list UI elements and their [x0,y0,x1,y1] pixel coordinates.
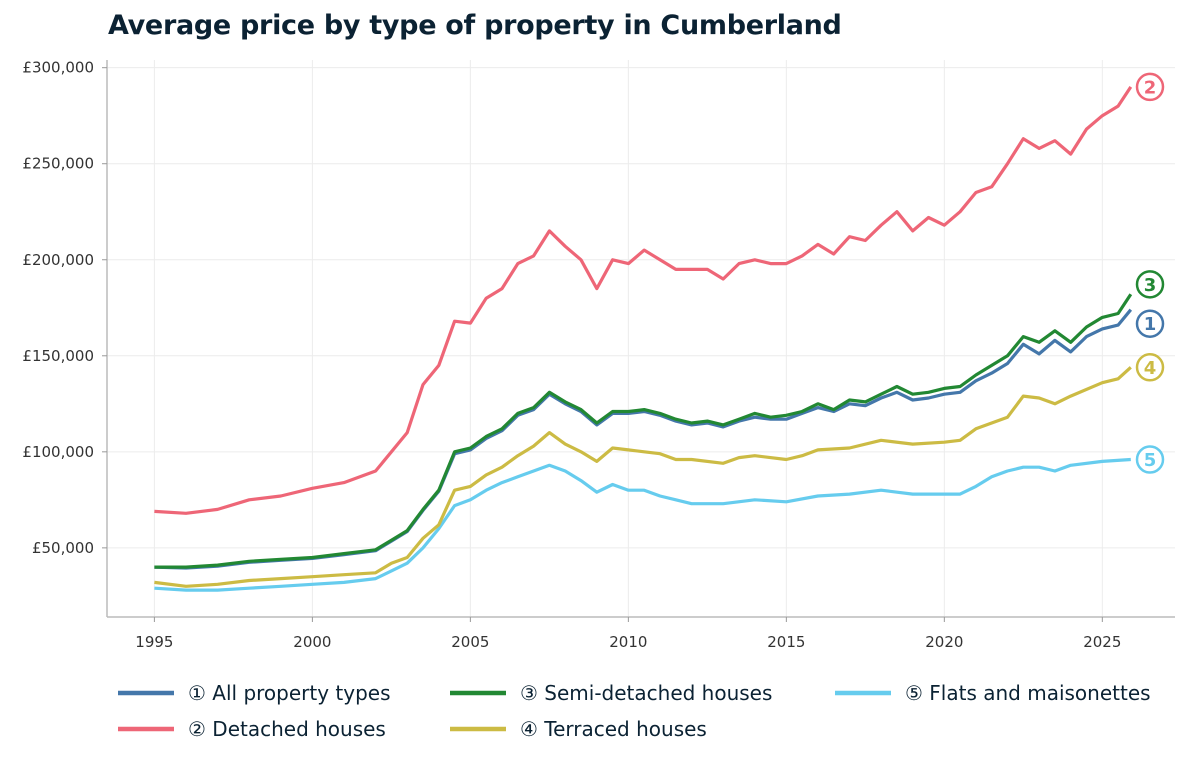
y-tick-label: £150,000 [22,347,94,365]
y-tick-label: £50,000 [32,539,94,557]
legend-label: ① All property types [188,681,391,705]
y-tick-label: £100,000 [22,443,94,461]
legend-label: ② Detached houses [188,717,386,741]
chart-title: Average price by type of property in Cum… [108,10,842,41]
series-line [154,308,1133,570]
series-line [154,457,1131,592]
y-tick-label: £250,000 [22,155,94,173]
end-label-circle [1135,72,1165,102]
end-label: 2 [1144,77,1157,98]
x-tick-label: 1995 [135,633,173,651]
end-label-circle [1135,353,1165,382]
end-label: 4 [1144,358,1157,379]
end-label: 1 [1144,314,1157,335]
x-tick-label: 2015 [767,633,805,651]
y-tick-label: £300,000 [22,59,94,77]
x-tick-label: 2010 [609,633,647,651]
series-line [154,293,1133,569]
legend-label: ③ Semi-detached houses [520,681,772,705]
x-tick-label: 2000 [293,633,331,651]
series-line [154,366,1132,588]
end-label-circle [1135,445,1165,474]
x-tick-label: 2025 [1083,633,1121,651]
end-label: 3 [1144,275,1157,296]
x-tick-label: 2005 [451,633,489,651]
legend-label: ④ Terraced houses [520,717,707,741]
end-label-circle [1135,309,1165,338]
y-tick-label: £200,000 [22,251,94,269]
legend-label: ⑤ Flats and maisonettes [905,681,1151,705]
end-label: 5 [1144,450,1157,471]
x-tick-label: 2020 [925,633,963,651]
series-line [154,86,1133,515]
end-label-circle [1135,270,1165,299]
